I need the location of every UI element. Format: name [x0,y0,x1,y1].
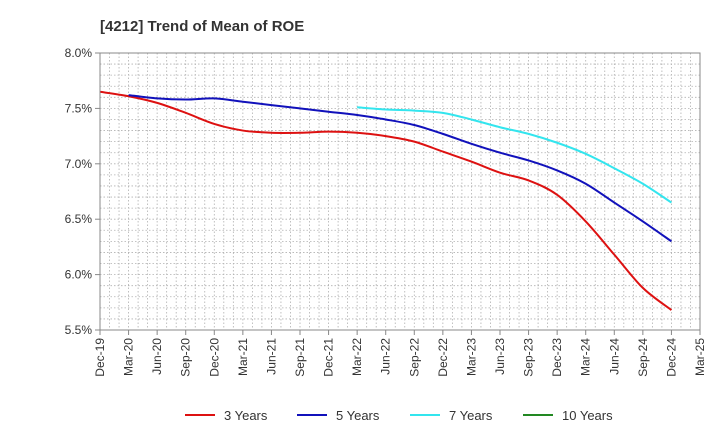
y-axis-ticks: 5.5% 6.0% 6.5% 7.0% 7.5% 8.0% [65,46,100,337]
x-tick-label: Mar-21 [236,338,250,376]
y-tick-label: 8.0% [65,46,93,60]
x-tick-label: Sep-20 [179,338,193,377]
x-tick-label: Jun-24 [607,338,621,375]
x-tick-label: Sep-22 [407,338,421,377]
x-tick-label: Dec-20 [207,338,221,377]
x-tick-label: Dec-21 [322,338,336,377]
grid [100,53,700,330]
x-tick-label: Dec-23 [550,338,564,377]
x-tick-label: Jun-21 [264,338,278,375]
y-tick-label: 5.5% [65,323,93,337]
x-tick-label: Mar-24 [579,338,593,376]
series-lines [99,90,673,311]
x-tick-label: Mar-23 [464,338,478,376]
x-tick-label: Jun-22 [379,338,393,375]
x-tick-label: Mar-25 [693,338,707,376]
y-tick-label: 7.5% [65,101,93,115]
x-tick-label: Mar-20 [122,338,136,376]
legend-label: 5 Years [336,408,380,423]
plot-frame [99,52,701,331]
x-tick-label: Sep-24 [636,338,650,377]
legend-label: 3 Years [224,408,268,423]
legend: 3 Years 5 Years 7 Years 10 Years [185,408,613,423]
x-tick-label: Jun-20 [150,338,164,375]
x-tick-label: Sep-23 [522,338,536,377]
chart-title: [4212] Trend of Mean of ROE [100,18,304,35]
series-line-5-years [128,94,673,243]
x-tick-label: Sep-21 [293,338,307,377]
x-tick-label: Dec-22 [436,338,450,377]
x-tick-label: Mar-22 [350,338,364,376]
x-tick-label: Jun-23 [493,338,507,375]
y-tick-label: 6.0% [65,268,93,282]
y-tick-label: 6.5% [65,212,93,226]
x-tick-label: Dec-24 [664,338,678,377]
y-tick-label: 7.0% [65,157,93,171]
x-tick-label: Dec-19 [93,338,107,377]
series-line-7-years [357,106,672,204]
x-axis-ticks: Dec-19 Mar-20 Jun-20 Sep-20 Dec-20 Mar-21 Jun-… [93,330,707,377]
series-line-3-years [99,90,673,311]
legend-label: 10 Years [562,408,613,423]
legend-label: 7 Years [449,408,493,423]
